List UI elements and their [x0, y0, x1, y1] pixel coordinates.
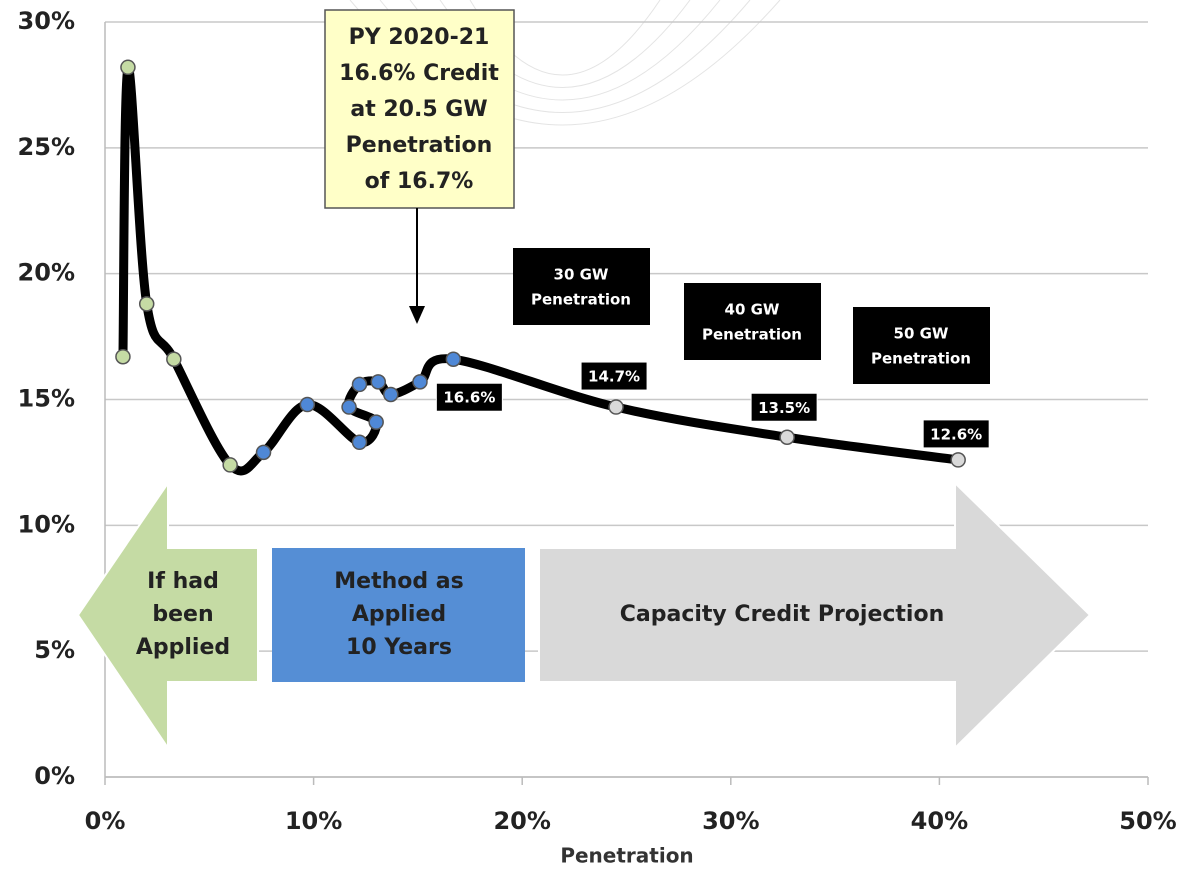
penetration-label: Penetration [871, 350, 971, 368]
value-label-box [922, 419, 990, 449]
x-tick-label: 40% [911, 807, 968, 835]
marker [351, 434, 368, 451]
penetration-label: Penetration [702, 326, 802, 344]
penetration-label: 40 GW [725, 301, 780, 319]
arrow-label: been [152, 602, 213, 627]
y-tick-label: 5% [34, 636, 75, 664]
marker [383, 386, 399, 403]
marker [166, 351, 182, 367]
callout-text: at 20.5 GW [350, 97, 487, 122]
marker [115, 348, 131, 365]
y-tick-label: 10% [18, 510, 75, 538]
y-tick-label: 15% [18, 385, 75, 413]
marker [368, 414, 384, 430]
marker [370, 374, 387, 390]
x-axis-title: Penetration [560, 844, 693, 868]
arrow-label: If had [147, 569, 219, 594]
arrow-grey [538, 480, 1092, 751]
x-tick-label: 20% [493, 807, 550, 835]
penetration-label: 50 GW [894, 325, 949, 343]
marker [255, 444, 272, 461]
value-label-box [435, 382, 503, 412]
y-tick-label: 30% [18, 7, 75, 35]
marker [299, 396, 316, 413]
penetration-box [853, 307, 990, 384]
callout-text: 16.6% Credit [339, 61, 499, 86]
penetration-box [513, 248, 650, 325]
x-tick-label: 30% [702, 807, 759, 835]
x-tick-label: 0% [85, 807, 126, 835]
value-label: 14.7% [588, 368, 640, 386]
marker [412, 374, 428, 390]
marker [351, 376, 368, 393]
arrow-label: Applied [352, 602, 446, 627]
marker [608, 399, 624, 415]
callout-text: of 16.7% [365, 169, 474, 194]
callout-text: Penetration [346, 133, 493, 158]
value-label: 12.6% [930, 425, 982, 443]
marker [120, 59, 136, 76]
y-tick-label: 0% [34, 762, 75, 790]
arrow-label: 10 Years [346, 635, 452, 660]
penetration-box [684, 283, 821, 360]
marker [341, 399, 357, 415]
value-label-box [750, 392, 818, 422]
y-tick-label: 25% [18, 133, 75, 161]
value-label-box [580, 361, 648, 391]
x-tick-label: 10% [285, 807, 342, 835]
arrow-label: Applied [136, 635, 230, 660]
callout-box [324, 9, 515, 209]
marker [950, 452, 966, 468]
arrow-label: Method as [334, 569, 463, 594]
y-tick-label: 20% [18, 259, 75, 287]
marker [445, 351, 462, 367]
x-tick-label: 50% [1119, 807, 1176, 835]
penetration-label: Penetration [531, 291, 631, 309]
marker [779, 429, 795, 445]
arrow-label: Capacity Credit Projection [620, 602, 945, 627]
marker [138, 296, 155, 312]
callout-text: PY 2020-21 [349, 25, 490, 50]
callout-arrowhead [409, 306, 425, 324]
value-label: 16.6% [443, 389, 495, 407]
box-blue [272, 548, 525, 682]
penetration-label: 30 GW [554, 266, 609, 284]
marker [222, 457, 238, 473]
arrow-green [76, 479, 259, 752]
region-arrows: If had been Applied Method as Applied 10 Year… [76, 479, 1092, 752]
value-label: 13.5% [758, 399, 810, 417]
